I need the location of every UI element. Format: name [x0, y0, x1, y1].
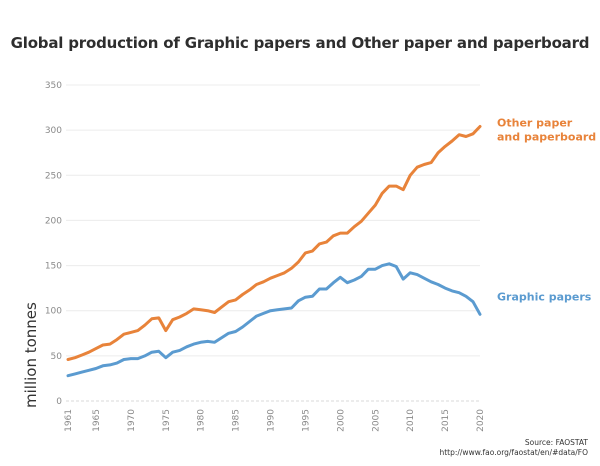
x-tick-label: 2010	[406, 409, 416, 432]
x-tick-label: 1961	[64, 409, 74, 432]
y-tick-label: 300	[45, 126, 62, 136]
x-tick-label: 1980	[197, 409, 207, 432]
legend-label: Other paper	[497, 117, 573, 130]
y-tick-label: 350	[45, 81, 62, 91]
y-axis-ticks: 0 50 100 150 200 250 300 350	[45, 81, 62, 407]
x-tick-label: 2000	[336, 409, 346, 432]
x-tick-label: 1990	[267, 409, 277, 432]
source-url: http://www.fao.org/faostat/en/#data/FO	[439, 448, 588, 457]
source-note: Source: FAOSTAT http://www.fao.org/faost…	[439, 438, 588, 458]
x-tick-label: 1995	[301, 409, 311, 432]
series-lines	[66, 125, 482, 378]
x-tick-label: 1975	[162, 409, 172, 432]
legend-label: and paperboard	[497, 131, 596, 144]
y-tick-label: 50	[51, 352, 63, 362]
x-tick-label: 2015	[441, 409, 451, 432]
x-tick-label: 2020	[476, 409, 486, 432]
gridlines	[66, 84, 480, 402]
y-tick-label: 150	[45, 262, 62, 272]
y-tick-label: 200	[45, 216, 62, 226]
y-axis-label: million tonnes	[22, 302, 40, 408]
x-tick-label: 1985	[232, 409, 242, 432]
x-tick-label: 1965	[92, 409, 102, 432]
x-tick-label: 1970	[127, 409, 137, 432]
y-tick-label: 0	[56, 397, 62, 407]
chart-title: Global production of Graphic papers and …	[10, 34, 590, 52]
source-label: Source: FAOSTAT	[524, 438, 588, 447]
x-tick-label: 2005	[371, 409, 381, 432]
y-tick-label: 100	[45, 307, 62, 317]
legend-label: Graphic papers	[497, 290, 592, 303]
series-line-other-paper-and-paperboard	[66, 125, 482, 361]
series-line-graphic-papers	[66, 262, 482, 378]
x-axis-ticks: 1961 1965 1970 1975 1980 1985 1990 1995 2000 2005…	[64, 409, 486, 432]
y-tick-label: 250	[45, 171, 62, 181]
